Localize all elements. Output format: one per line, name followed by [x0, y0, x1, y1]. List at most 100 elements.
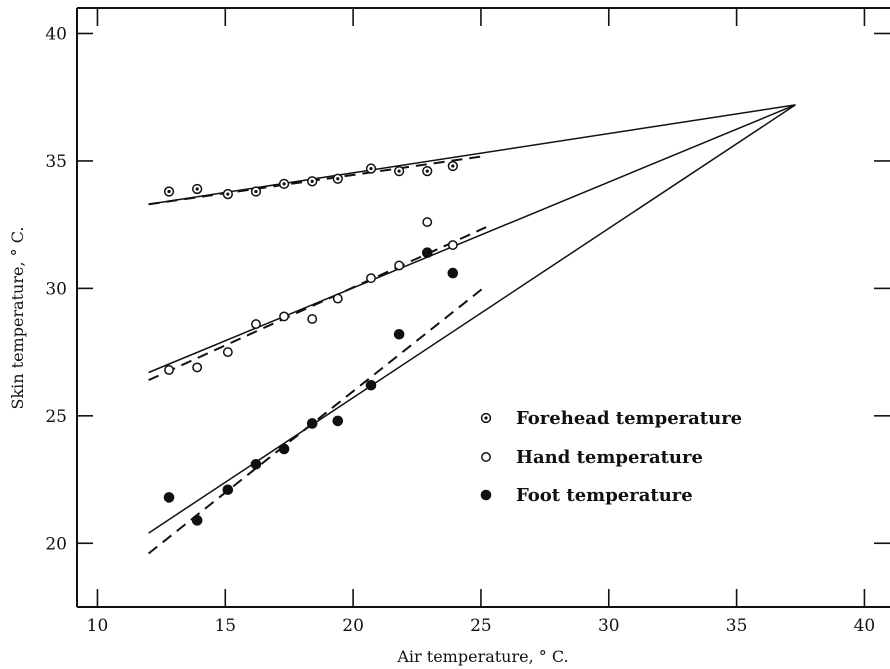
legend-label: Forehead temperature — [516, 408, 742, 429]
data-point — [332, 293, 343, 304]
marker-center — [425, 169, 429, 173]
marker-center — [369, 166, 373, 171]
data-point — [306, 418, 318, 429]
data-point — [278, 443, 290, 455]
marker-dot — [163, 492, 175, 503]
marker-center — [310, 179, 314, 183]
plot-frame — [76, 7, 890, 608]
data-point — [365, 163, 377, 174]
data-point — [422, 217, 433, 228]
legend-marker — [480, 412, 492, 424]
marker-center — [195, 187, 199, 191]
data-point — [332, 415, 344, 427]
marker-dot — [447, 267, 459, 279]
x-axis-label: Air temperature, ° C. — [396, 647, 568, 666]
dashed-fit-line — [147, 285, 487, 555]
data-point — [307, 314, 318, 324]
marker-ring — [251, 319, 261, 330]
y-tick-label: 40 — [45, 24, 67, 44]
x-tick-label: 40 — [854, 616, 876, 636]
marker-ring — [222, 347, 233, 358]
marker-ring — [481, 452, 491, 462]
dashed-fit-line — [148, 226, 487, 382]
marker-ring — [394, 260, 405, 271]
data-point — [164, 364, 174, 375]
y-tick-label: 25 — [45, 407, 67, 427]
data-point — [393, 328, 405, 340]
data-point — [191, 515, 203, 526]
marker-dot — [480, 489, 492, 501]
marker-center — [451, 164, 455, 168]
marker-dot — [365, 379, 377, 391]
data-point — [251, 319, 261, 330]
dashed-fit-line — [148, 154, 487, 206]
data-point — [163, 492, 175, 503]
data-point — [279, 311, 290, 322]
marker-dot — [393, 328, 405, 340]
fit-lines — [147, 104, 796, 555]
marker-ring — [366, 273, 376, 284]
x-tick-label: 35 — [726, 616, 748, 636]
solid-fit-line — [148, 104, 796, 534]
marker-ring — [447, 240, 458, 251]
marker-ring — [332, 293, 343, 304]
marker-center — [397, 169, 401, 173]
marker-center — [226, 192, 230, 196]
marker-ring — [192, 362, 203, 373]
data-point — [447, 267, 459, 279]
data-point — [447, 160, 458, 172]
y-tick-label: 30 — [45, 279, 67, 299]
legend-marker — [481, 452, 491, 462]
marker-center — [336, 177, 340, 181]
marker-ring — [422, 217, 433, 228]
marker-dot — [332, 415, 344, 427]
data-point — [222, 347, 233, 358]
marker-dot — [278, 443, 290, 455]
data-point — [394, 260, 405, 271]
data-point — [192, 183, 203, 195]
data-point — [447, 240, 458, 251]
marker-center — [254, 189, 258, 194]
data-point — [250, 458, 262, 470]
y-tick-label: 35 — [45, 152, 67, 172]
x-tick-label: 10 — [87, 616, 109, 636]
data-point — [222, 188, 233, 200]
data-point — [307, 176, 318, 187]
x-tick-label: 25 — [470, 616, 492, 636]
legend-label: Hand temperature — [516, 447, 703, 468]
y-tick-label: 20 — [45, 534, 67, 554]
marker-dot — [250, 458, 262, 470]
data-point — [250, 186, 262, 197]
legend: Forehead temperature Hand temperature Foot… — [480, 408, 742, 506]
data-point — [192, 362, 203, 373]
marker-dot — [421, 247, 433, 258]
x-tick-label: 20 — [342, 616, 364, 636]
marker-ring — [307, 314, 318, 324]
axis-ticks: 10 15 20 25 30 35 40 20 25 30 35 40 — [45, 8, 890, 636]
data-point — [163, 186, 175, 197]
data-point — [422, 165, 433, 177]
data-point — [421, 247, 433, 258]
marker-center — [282, 182, 286, 186]
y-axis-label: Skin temperature, ° C. — [8, 227, 27, 410]
legend-label: Foot temperature — [516, 485, 693, 506]
marker-ring — [164, 364, 174, 375]
data-point — [332, 173, 343, 184]
marker-dot — [222, 484, 234, 496]
data-point — [278, 178, 290, 190]
marker-center — [484, 416, 488, 420]
marker-dot — [306, 418, 318, 429]
legend-marker — [480, 489, 492, 501]
x-tick-label: 30 — [598, 616, 620, 636]
data-point — [393, 165, 405, 177]
data-points — [163, 160, 459, 526]
marker-dot — [191, 515, 203, 526]
x-tick-label: 15 — [214, 616, 236, 636]
data-point — [365, 379, 377, 391]
solid-fit-line — [148, 104, 796, 374]
marker-center — [167, 189, 171, 194]
data-point — [222, 484, 234, 496]
marker-ring — [279, 311, 290, 322]
data-point — [366, 273, 376, 284]
